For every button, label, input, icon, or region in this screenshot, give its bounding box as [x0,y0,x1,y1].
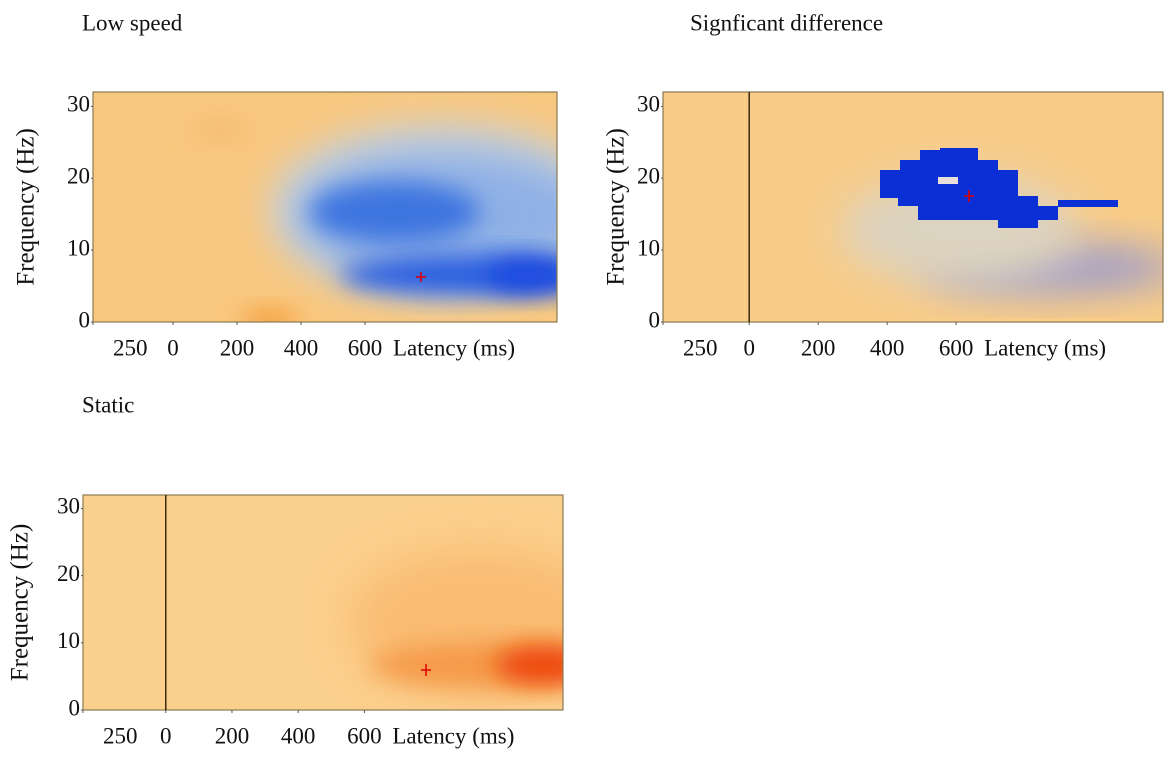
plot-frame [92,91,558,323]
x-tick-label: 400 [870,335,905,360]
plot-frame [662,91,1164,323]
y-tick-label: 20 [57,561,80,586]
x-tick-label: 600 [347,723,382,748]
y-tick-label: 20 [637,164,660,189]
y-tick-label: 0 [69,695,81,720]
panel-title: Low speed [82,10,183,35]
y-tick-label: 10 [57,628,80,653]
y-tick-label: 10 [67,235,90,260]
y-axis-label: Frequency (Hz) [7,524,34,682]
y-tick-label: 0 [79,307,91,332]
x-tick-label: 400 [284,335,319,360]
x-tick-label: 250 [683,335,718,360]
panel-title: Static [82,392,134,417]
x-axis-label: Latency (ms) [393,335,515,360]
y-tick-label: 30 [67,92,90,117]
plot-frame [82,494,564,711]
x-tick-label: 0 [160,723,172,748]
x-tick-label: 200 [220,335,255,360]
x-tick-label: 0 [167,335,179,360]
y-tick-label: 30 [57,494,80,519]
y-tick-label: 20 [67,164,90,189]
x-tick-label: 400 [281,723,316,748]
x-axis-label: Latency (ms) [984,335,1106,360]
x-axis-label: Latency (ms) [392,723,514,748]
y-axis-label: Frequency (Hz) [13,128,40,286]
x-tick-label: 250 [103,723,138,748]
y-axis-label: Frequency (Hz) [603,128,630,286]
heatmap-image [663,92,1163,322]
heatmap-image [93,92,557,322]
x-tick-label: 250 [113,335,148,360]
heatmap-image [83,495,563,710]
y-tick-label: 30 [637,92,660,117]
x-tick-label: 600 [939,335,974,360]
y-tick-label: 10 [637,235,660,260]
x-tick-label: 600 [348,335,383,360]
x-tick-label: 200 [801,335,836,360]
panel-title: Signficant difference [690,10,883,35]
x-tick-label: 0 [743,335,755,360]
x-tick-label: 200 [215,723,250,748]
y-tick-label: 0 [649,307,661,332]
